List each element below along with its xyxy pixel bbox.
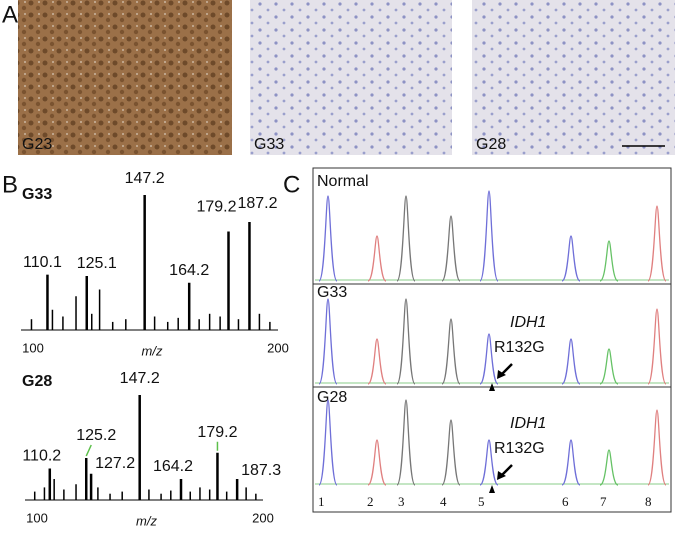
chromatogram-peak — [647, 308, 667, 385]
chromatogram-peak — [367, 235, 387, 282]
peak-label: 187.2 — [237, 195, 277, 212]
peak-label: 179.2 — [197, 424, 237, 441]
x-tick-label: 100 — [22, 340, 44, 355]
chromatogram-peak — [396, 298, 416, 385]
chromatogram-peak — [441, 419, 461, 486]
peak-label: 164.2 — [153, 458, 193, 475]
panel-frame — [312, 167, 672, 513]
trace-name: G33 — [317, 284, 347, 301]
x-tick-label: 200 — [252, 510, 274, 525]
marker — [489, 485, 495, 493]
chromatogram-peak — [479, 333, 499, 385]
peak-number: 2 — [367, 494, 374, 509]
peak-label: 110.2 — [22, 448, 61, 465]
peak-number: 7 — [600, 494, 607, 509]
peak-number: 3 — [398, 494, 405, 509]
peak-label: 147.2 — [120, 370, 160, 387]
x-axis-label: m/z — [142, 343, 163, 358]
chromatogram-peak — [479, 439, 499, 486]
trace-name: G28 — [317, 389, 347, 406]
x-tick-label: 200 — [267, 340, 289, 355]
trace-name: Normal — [317, 173, 369, 190]
image-label: G23 — [22, 136, 52, 153]
chromatogram-peak — [318, 399, 338, 486]
peak-label: 164.2 — [169, 262, 209, 279]
panel-letter: C — [283, 171, 300, 198]
chromatogram-peak — [479, 190, 499, 282]
peak-number: 1 — [318, 494, 325, 509]
peak-label: 125.2 — [76, 427, 116, 444]
peak-number: 6 — [562, 494, 569, 509]
spectrum-title: G28 — [22, 373, 52, 390]
mutation: R132G — [494, 339, 545, 356]
peak-label: 187.3 — [241, 462, 281, 479]
chromatogram-peak — [441, 318, 461, 385]
peak-label: 147.2 — [125, 170, 165, 187]
panel-letter: A — [2, 1, 18, 28]
peak-label: 110.1 — [23, 254, 62, 271]
chromatogram-peak — [367, 338, 387, 385]
chromatogram-peak — [367, 439, 387, 486]
peak-number: 4 — [440, 494, 447, 509]
micrograph — [250, 0, 452, 155]
chromatogram-peak — [647, 205, 667, 282]
chromatogram-peak — [396, 195, 416, 282]
arrow-head — [497, 370, 506, 379]
chromatogram-peak — [599, 240, 619, 282]
spectrum-title: G33 — [22, 186, 52, 203]
peak-label: 179.2 — [196, 199, 236, 216]
peak-number: 5 — [478, 494, 485, 509]
chromatogram-peak — [561, 338, 581, 385]
image-label: G28 — [476, 136, 506, 153]
peak-number: 8 — [645, 494, 652, 509]
chromatogram-peak — [396, 399, 416, 486]
marker — [489, 383, 495, 391]
peak-label: 125.1 — [77, 255, 117, 272]
micrograph — [472, 0, 675, 155]
image-label: G33 — [254, 136, 284, 153]
x-tick-label: 100 — [26, 510, 48, 525]
x-axis-label: m/z — [136, 513, 157, 528]
gene-name: IDH1 — [510, 314, 546, 331]
chromatogram-peak — [647, 409, 667, 486]
arrow-head — [497, 471, 506, 480]
gene-name: IDH1 — [510, 415, 546, 432]
chromatogram-peak — [441, 215, 461, 282]
chromatogram-peak — [318, 195, 338, 282]
chromatogram-peak — [318, 298, 338, 385]
mutation: R132G — [494, 440, 545, 457]
panel-letter: B — [2, 171, 18, 198]
peak-label: 127.2 — [95, 455, 135, 472]
chromatogram-peak — [599, 449, 619, 486]
leader — [85, 444, 92, 457]
chromatogram-peak — [561, 439, 581, 486]
chromatogram-peak — [561, 235, 581, 282]
micrograph — [18, 0, 232, 155]
chromatogram-peak — [599, 348, 619, 385]
